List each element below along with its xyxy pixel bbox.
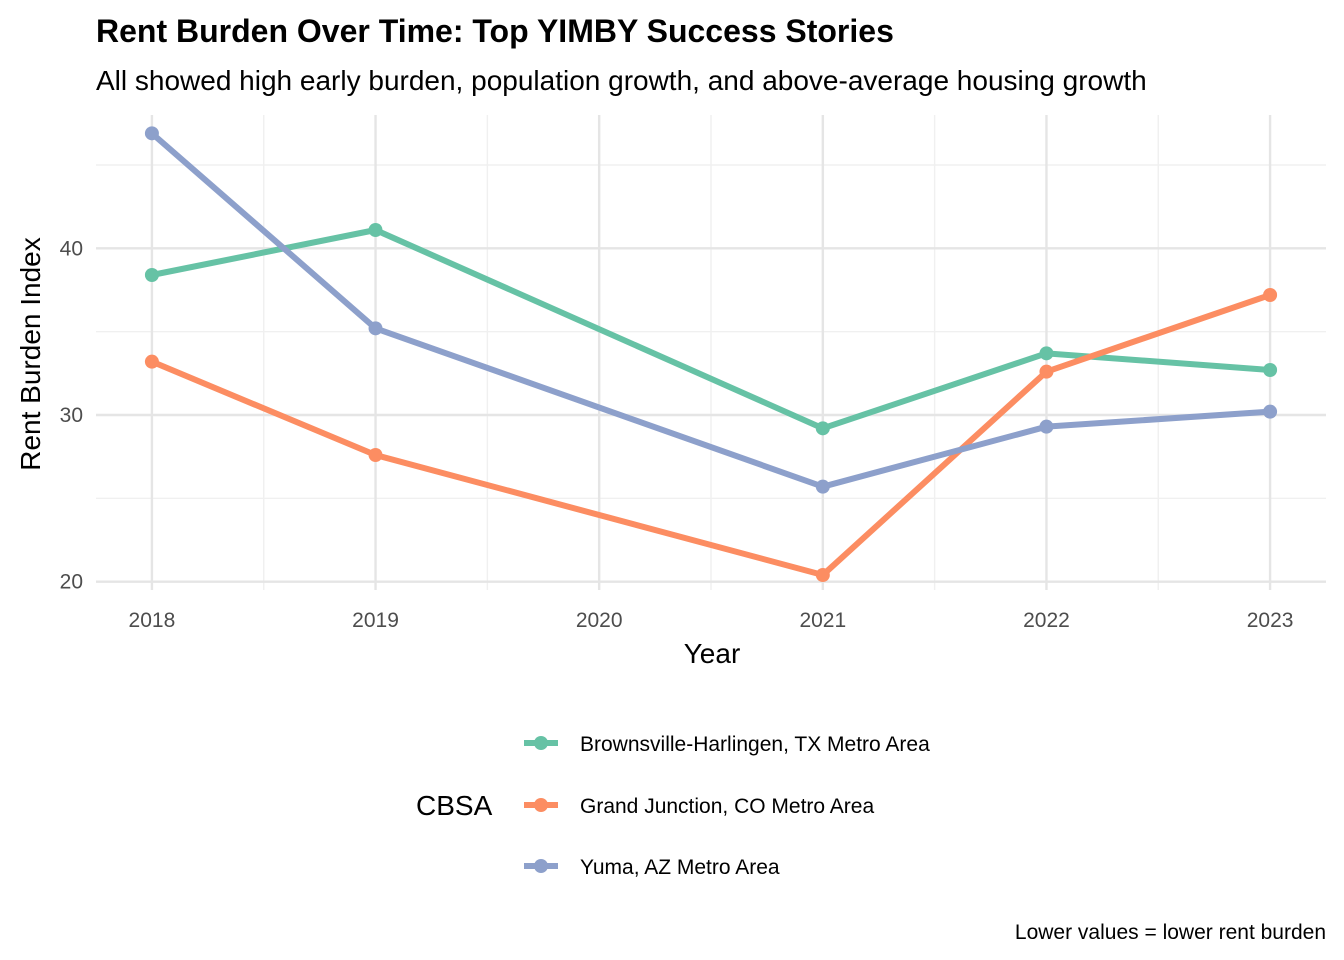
x-tick-label: 2018	[129, 609, 176, 632]
y-tick-label: 40	[60, 237, 83, 260]
legend-item: Grand Junction, CO Metro Area	[524, 795, 874, 818]
data-point	[1039, 419, 1054, 434]
data-point	[144, 268, 159, 282]
data-point	[368, 223, 383, 237]
data-point	[144, 126, 159, 141]
y-tick-label: 30	[60, 404, 83, 427]
legend-title: CBSA	[416, 790, 493, 821]
y-axis-title: Rent Burden Index	[15, 237, 46, 471]
data-point	[1039, 364, 1054, 379]
legend-label: Yuma, AZ Metro Area	[580, 856, 780, 879]
x-tick-label: 2022	[1023, 609, 1070, 632]
data-point	[1263, 404, 1278, 419]
data-point	[368, 321, 383, 336]
chart-subtitle: All showed high early burden, population…	[96, 65, 1147, 96]
grid-lines	[96, 115, 1326, 590]
legend-key-point	[534, 736, 548, 750]
data-point	[1263, 363, 1278, 377]
data-point	[144, 354, 159, 369]
data-point	[1263, 288, 1278, 302]
series-2	[144, 288, 1278, 582]
series-1	[144, 223, 1278, 436]
data-point	[815, 568, 830, 582]
legend-key-point	[534, 798, 548, 812]
x-axis-title: Year	[684, 638, 741, 669]
x-axis-ticks: 2018 2019 2020 2021 2022 2023	[129, 609, 1294, 632]
x-tick-label: 2019	[352, 609, 399, 632]
legend: Brownsville-Harlingen, TX Metro Area Gran…	[524, 733, 930, 879]
series-lines	[144, 126, 1278, 582]
legend-key-point	[534, 859, 548, 873]
x-tick-label: 2021	[799, 609, 846, 632]
y-axis-ticks: 20 30 40	[60, 237, 83, 593]
data-point	[815, 421, 830, 436]
x-tick-label: 2020	[576, 609, 623, 632]
x-tick-label: 2023	[1247, 609, 1294, 632]
data-point	[368, 448, 383, 462]
legend-label: Brownsville-Harlingen, TX Metro Area	[580, 733, 930, 756]
data-point	[815, 479, 830, 494]
y-tick-label: 20	[60, 571, 83, 594]
legend-item: Brownsville-Harlingen, TX Metro Area	[524, 733, 930, 756]
legend-label: Grand Junction, CO Metro Area	[580, 795, 874, 818]
chart-caption: Lower values = lower rent burden	[1015, 921, 1326, 944]
series-3	[144, 126, 1278, 494]
data-point	[1039, 346, 1054, 361]
legend-item: Yuma, AZ Metro Area	[524, 856, 780, 879]
chart-title: Rent Burden Over Time: Top YIMBY Success…	[96, 13, 894, 49]
